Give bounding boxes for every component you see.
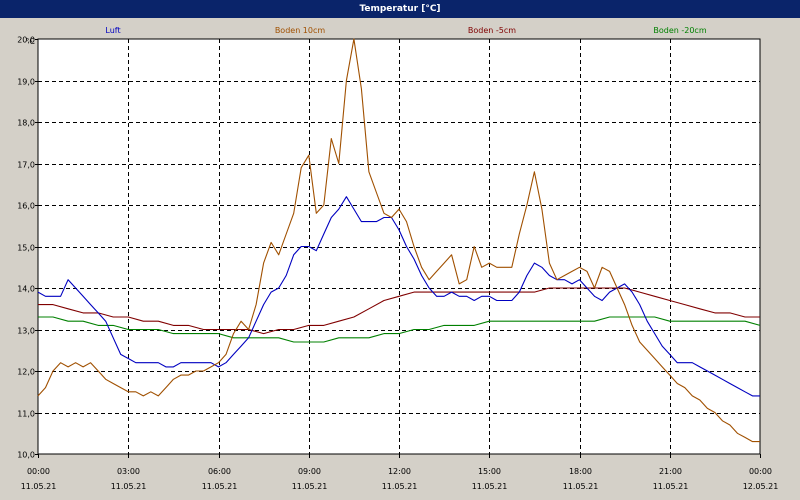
temperature-chart: 10,0 11,0 12,0 13,0 14,0 15,0 16,0 17,0 18,0 19,0…: [17, 26, 778, 492]
x-tick-label-time: 15:00: [478, 467, 501, 476]
y-tick-label: 19,0: [17, 78, 35, 87]
axes: 10,0 11,0 12,0 13,0 14,0 15,0 16,0 17,0 18,0 19,0…: [17, 36, 778, 492]
legend-item: Luft: [105, 26, 120, 35]
x-tick-label-time: 00:00: [27, 467, 50, 476]
x-tick-label-date: 11.05.21: [472, 482, 508, 491]
x-tick-label-date: 12.05.21: [743, 482, 779, 491]
chart-title: Temperatur [°C]: [0, 0, 800, 18]
x-tick-label-time: 21:00: [659, 467, 682, 476]
legend: Luft Boden 10cm Boden -5cm Boden -20cm: [105, 26, 706, 35]
x-tick-label-time: 09:00: [298, 467, 321, 476]
y-tick-label: 20,0: [17, 36, 35, 45]
y-axis-label: °C: [25, 37, 35, 46]
legend-item: Boden -20cm: [653, 26, 706, 35]
series-lines: [37, 38, 761, 443]
x-tick-label-time: 06:00: [208, 467, 231, 476]
x-tick-label-date: 11.05.21: [382, 482, 418, 491]
y-tick-label: 18,0: [17, 119, 35, 128]
x-tick-label-date: 11.05.21: [202, 482, 238, 491]
x-tick-label-date: 11.05.21: [111, 482, 147, 491]
y-tick-label: 11,0: [17, 410, 35, 419]
series-line-boden-20cm: [38, 316, 761, 343]
y-tick-label: 13,0: [17, 327, 35, 336]
x-tick-label-time: 03:00: [117, 467, 140, 476]
x-tick-label-date: 11.05.21: [21, 482, 57, 491]
y-tick-label: 10,0: [17, 451, 35, 460]
x-tick-label-time: 12:00: [388, 467, 411, 476]
legend-item: Boden -5cm: [468, 26, 516, 35]
grid: [38, 39, 760, 454]
x-tick-label-date: 11.05.21: [292, 482, 328, 491]
x-tick-label-date: 11.05.21: [653, 482, 689, 491]
y-tick-label: 16,0: [17, 202, 35, 211]
series-line-boden-5cm: [38, 287, 760, 335]
y-tick-label: 12,0: [17, 368, 35, 377]
x-tick-label-time: 18:00: [569, 467, 592, 476]
x-tick-label-date: 11.05.21: [563, 482, 599, 491]
series-line-luft: [37, 196, 760, 397]
x-tick-label-time: 00:00: [749, 467, 772, 476]
y-tick-label: 14,0: [17, 285, 35, 294]
series-line-boden-10cm: [37, 38, 760, 443]
legend-item: Boden 10cm: [275, 26, 326, 35]
y-tick-label: 17,0: [17, 161, 35, 170]
y-tick-label: 15,0: [17, 244, 35, 253]
